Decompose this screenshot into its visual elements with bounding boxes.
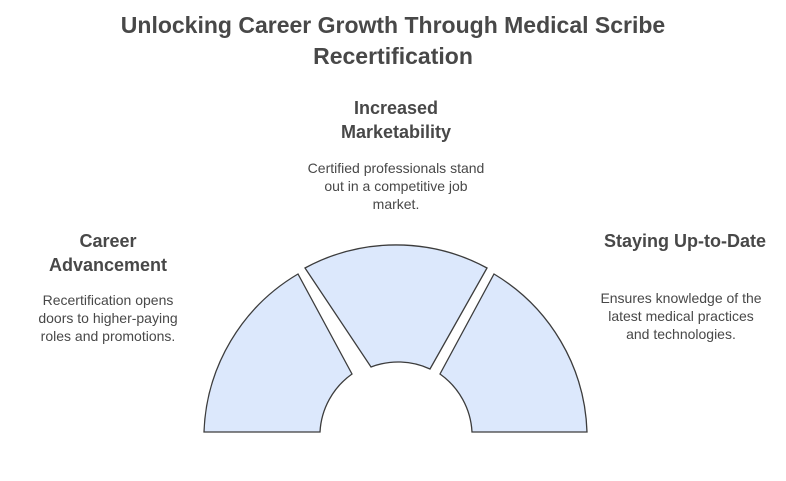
heading-increased-marketability: Increased Marketability [340, 98, 452, 142]
description-career-advancement: Recertification opens doors to higher-pa… [38, 292, 178, 344]
heading-career-advancement: Career Advancement [48, 231, 168, 275]
description-increased-marketability: Certified professionals stand out in a c… [307, 160, 485, 212]
heading-staying-up-to-date: Staying Up-to-Date [604, 231, 766, 251]
diagram-title: Unlocking Career Growth Through Medical … [120, 12, 666, 69]
segment-staying-up-to-date [439, 273, 588, 433]
segment-increased-marketability [304, 244, 488, 370]
description-staying-up-to-date: Ensures knowledge of the latest medical … [600, 290, 762, 342]
segment-career-advancement [203, 273, 353, 433]
